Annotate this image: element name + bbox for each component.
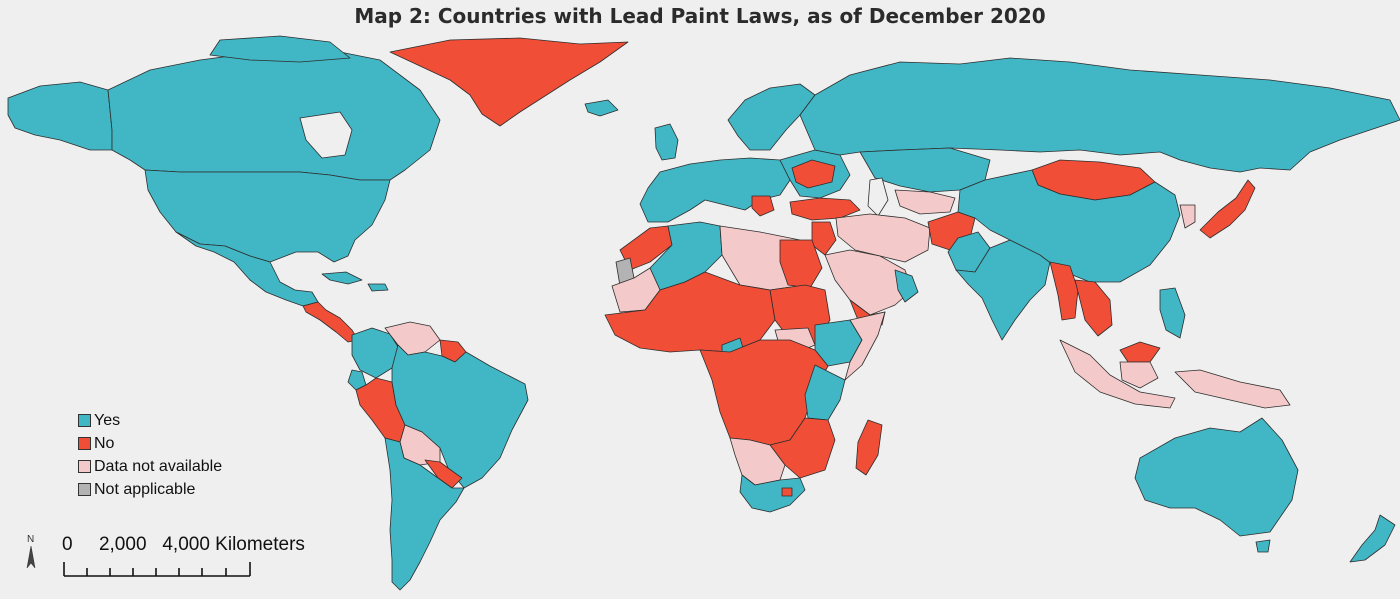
region-hudson-bay bbox=[299, 111, 353, 159]
region-india bbox=[955, 239, 1051, 341]
region-korea bbox=[1179, 204, 1196, 229]
legend-label-yes: Yes bbox=[94, 411, 121, 429]
north-arrow-icon: N bbox=[26, 534, 36, 569]
region-borneo bbox=[1119, 361, 1159, 389]
legend-label-not-applicable: Not applicable bbox=[94, 480, 196, 498]
legend-swatch-not-available bbox=[78, 460, 91, 473]
scale-ruler bbox=[63, 562, 251, 577]
region-new-zealand bbox=[1349, 514, 1396, 563]
region-balkans bbox=[751, 195, 775, 217]
region-southern-cone bbox=[384, 437, 465, 591]
scale-text: 0 2,000 4,000 Kilometers bbox=[62, 534, 305, 555]
legend-label-not-available: Data not available bbox=[94, 457, 223, 475]
region-indonesia-east bbox=[1174, 369, 1291, 409]
legend-item-no: No bbox=[78, 432, 222, 455]
region-central-america bbox=[302, 301, 359, 343]
region-thailand-laos-vietnam bbox=[1074, 279, 1113, 337]
region-uk-ireland bbox=[654, 123, 679, 161]
region-ukraine bbox=[791, 159, 836, 189]
region-japan bbox=[1199, 179, 1256, 239]
region-indonesia-west bbox=[1059, 339, 1176, 409]
region-western-europe bbox=[639, 157, 791, 223]
region-lesotho bbox=[781, 487, 793, 497]
north-label: N bbox=[27, 534, 34, 545]
legend-item-not-available: Data not available bbox=[78, 455, 222, 478]
region-iran-iraq bbox=[835, 213, 931, 263]
region-cuba bbox=[321, 271, 363, 285]
region-greenland bbox=[389, 37, 629, 127]
region-somalia bbox=[844, 311, 886, 381]
region-tasmania bbox=[1255, 539, 1271, 553]
region-china bbox=[957, 169, 1181, 283]
region-canada bbox=[107, 47, 441, 181]
region-australia bbox=[1134, 417, 1299, 537]
region-alaska bbox=[7, 81, 113, 151]
region-southern-africa bbox=[769, 417, 836, 479]
region-philippines bbox=[1159, 287, 1186, 339]
legend-swatch-yes bbox=[78, 414, 91, 427]
region-turkey bbox=[789, 197, 861, 221]
region-oman bbox=[894, 269, 919, 303]
map-legend: Yes No Data not available Not applicable bbox=[78, 409, 222, 501]
region-caspian-sea bbox=[867, 177, 889, 217]
region-south-africa bbox=[739, 474, 806, 513]
region-usa bbox=[144, 169, 391, 263]
region-madagascar bbox=[855, 419, 883, 476]
region-malaysia bbox=[1119, 341, 1161, 363]
legend-item-yes: Yes bbox=[78, 409, 222, 432]
legend-item-not-applicable: Not applicable bbox=[78, 478, 222, 501]
region-myanmar bbox=[1049, 261, 1079, 321]
region-central-asia-stans bbox=[894, 189, 956, 215]
legend-swatch-no bbox=[78, 437, 91, 450]
legend-swatch-not-applicable bbox=[78, 483, 91, 496]
region-iceland bbox=[584, 99, 619, 117]
region-arctic-islands bbox=[209, 35, 351, 63]
map-title: Map 2: Countries with Lead Paint Laws, a… bbox=[354, 4, 1046, 28]
region-hispaniola bbox=[367, 283, 389, 292]
legend-label-no: No bbox=[94, 434, 115, 452]
